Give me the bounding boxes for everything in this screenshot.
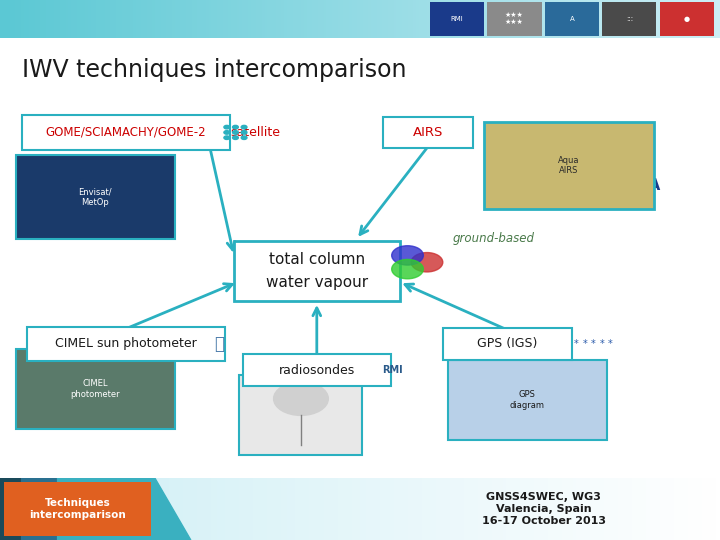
Circle shape: [241, 136, 247, 139]
Text: AIRS: AIRS: [413, 126, 444, 139]
Text: :::: :::: [626, 16, 633, 22]
Circle shape: [411, 253, 443, 272]
Polygon shape: [0, 478, 130, 540]
Text: satellite: satellite: [230, 126, 281, 139]
Circle shape: [274, 382, 328, 415]
Text: NASA: NASA: [613, 178, 661, 193]
Circle shape: [224, 125, 230, 129]
Text: ●: ●: [684, 16, 690, 22]
Circle shape: [392, 246, 423, 265]
Polygon shape: [22, 478, 151, 540]
FancyBboxPatch shape: [4, 482, 151, 536]
FancyBboxPatch shape: [239, 375, 362, 455]
FancyBboxPatch shape: [430, 2, 484, 36]
Text: IWV techniques intercomparison: IWV techniques intercomparison: [22, 58, 406, 82]
FancyBboxPatch shape: [484, 122, 654, 208]
Text: GPS (IGS): GPS (IGS): [477, 337, 538, 350]
Text: *: *: [608, 339, 613, 349]
Text: A: A: [570, 16, 574, 22]
Text: radiosondes: radiosondes: [279, 363, 355, 376]
FancyBboxPatch shape: [383, 117, 474, 148]
Text: Envisat/
MetOp: Envisat/ MetOp: [78, 187, 112, 207]
Text: CIMEL sun photometer: CIMEL sun photometer: [55, 337, 197, 350]
Circle shape: [241, 125, 247, 129]
FancyBboxPatch shape: [27, 327, 225, 361]
Text: ground-based: ground-based: [452, 232, 534, 245]
Text: GNSS4SWEC, WG3
Valencia, Spain
16-17 October 2013: GNSS4SWEC, WG3 Valencia, Spain 16-17 Oct…: [482, 492, 606, 525]
FancyBboxPatch shape: [544, 2, 599, 36]
Text: RMI: RMI: [451, 16, 463, 22]
Text: *: *: [582, 339, 587, 349]
Text: *: *: [591, 339, 595, 349]
Circle shape: [241, 131, 247, 134]
FancyBboxPatch shape: [602, 2, 657, 36]
Circle shape: [233, 131, 238, 134]
Circle shape: [233, 136, 238, 139]
Circle shape: [233, 125, 238, 129]
Text: Techniques
intercomparison: Techniques intercomparison: [30, 498, 126, 519]
Text: RMI: RMI: [382, 365, 402, 375]
Text: *: *: [574, 339, 578, 349]
FancyBboxPatch shape: [16, 349, 175, 429]
Text: CIMEL
photometer: CIMEL photometer: [71, 379, 120, 399]
Text: GPS
diagram: GPS diagram: [510, 390, 544, 410]
Polygon shape: [58, 478, 191, 540]
Text: *: *: [600, 339, 604, 349]
FancyBboxPatch shape: [22, 115, 230, 150]
Text: GOME/SCIAMACHY/GOME-2: GOME/SCIAMACHY/GOME-2: [45, 126, 207, 139]
Text: total column
water vapour: total column water vapour: [266, 253, 368, 289]
Circle shape: [224, 136, 230, 139]
FancyBboxPatch shape: [243, 354, 390, 386]
FancyBboxPatch shape: [443, 328, 572, 360]
Circle shape: [392, 259, 423, 279]
FancyBboxPatch shape: [16, 156, 175, 239]
Text: Ⓐ: Ⓐ: [215, 335, 225, 353]
Text: Aqua
AIRS: Aqua AIRS: [558, 156, 580, 175]
Circle shape: [224, 131, 230, 134]
FancyBboxPatch shape: [448, 360, 607, 440]
FancyBboxPatch shape: [487, 2, 541, 36]
Text: ★★★
★★★: ★★★ ★★★: [505, 12, 523, 25]
FancyBboxPatch shape: [234, 241, 400, 301]
FancyBboxPatch shape: [660, 2, 714, 36]
